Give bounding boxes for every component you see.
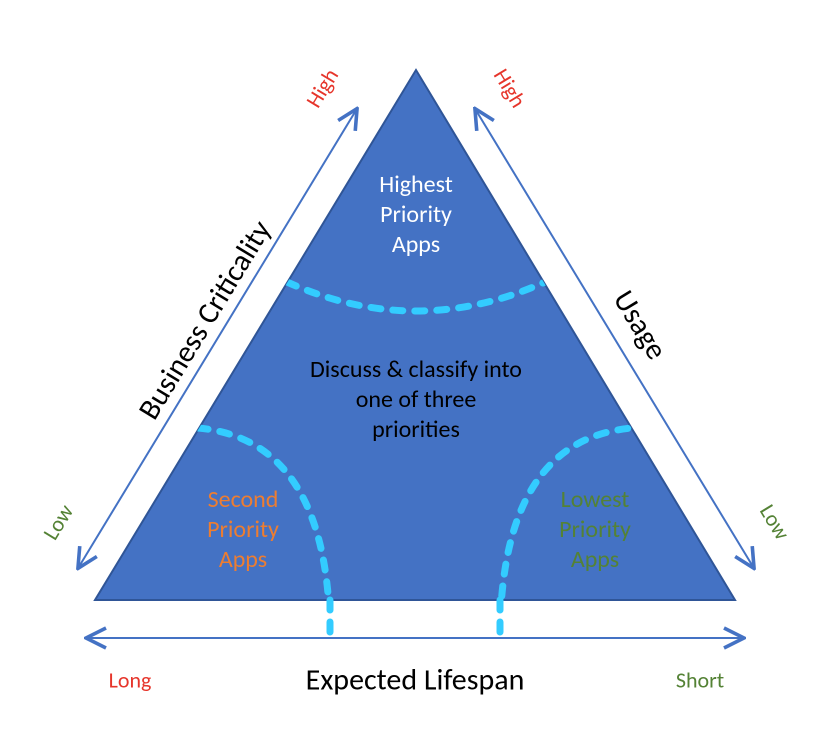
region-line: Priority: [379, 200, 452, 230]
region-line: Apps: [379, 230, 452, 260]
lowest-priority-region: Lowest Priority Apps: [559, 485, 631, 575]
region-line: Discuss & classify into: [256, 355, 576, 385]
bottom-axis-long-label: Long: [109, 667, 152, 694]
region-line: Priority: [207, 515, 279, 545]
region-line: Highest: [379, 170, 452, 200]
highest-priority-region: Highest Priority Apps: [379, 170, 452, 260]
region-line: Second: [207, 485, 279, 515]
region-line: Apps: [207, 545, 279, 575]
region-line: Priority: [559, 515, 631, 545]
region-line: one of three: [256, 385, 576, 415]
region-line: Lowest: [559, 485, 631, 515]
region-line: Apps: [559, 545, 631, 575]
center-instruction-region: Discuss & classify into one of three pri…: [256, 355, 576, 445]
bottom-axis-label: Expected Lifespan: [306, 662, 525, 699]
second-priority-region: Second Priority Apps: [207, 485, 279, 575]
region-line: priorities: [256, 415, 576, 445]
bottom-axis-short-label: Short: [676, 667, 724, 694]
